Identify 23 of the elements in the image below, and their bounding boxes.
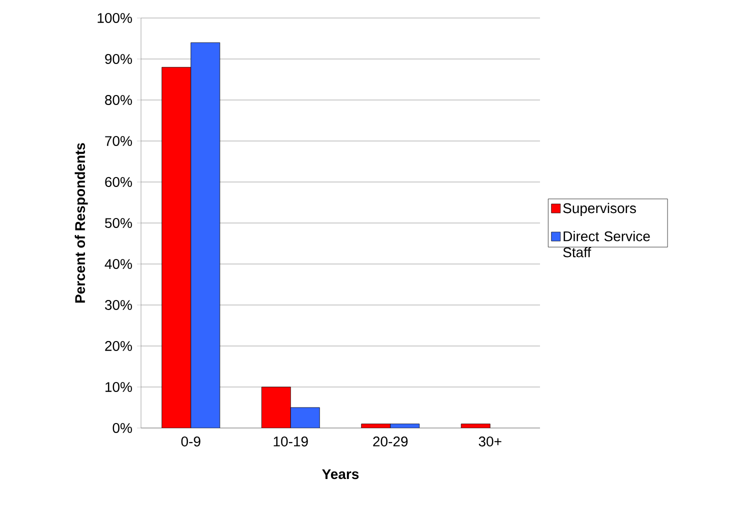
y-tick-label: 100% (98, 13, 132, 23)
bar (261, 386, 291, 428)
y-tick-label: 50% (105, 218, 132, 228)
x-tick-label: 0-9 (181, 436, 200, 446)
x-tick-label: 10-19 (274, 436, 308, 446)
bar (290, 407, 320, 428)
y-tick-label: 80% (105, 95, 132, 105)
legend-label: Supervisors (563, 202, 636, 216)
y-tick-label: 30% (104, 300, 132, 310)
y-tick-label: 40% (104, 259, 132, 269)
y-tick-label: 10% (106, 382, 132, 392)
x-tick-label: 20-29 (373, 436, 408, 446)
y-tick-label: 0% (112, 423, 132, 433)
x-axis-title: Years (322, 469, 359, 480)
legend-label: Direct Service Staff (563, 230, 650, 258)
y-tick-label: 20% (105, 341, 132, 351)
y-axis-title: Percent of Respondents (74, 143, 88, 303)
bar (190, 42, 220, 428)
x-tick-label: 30+ (478, 436, 502, 446)
y-tick-label: 90% (105, 54, 132, 64)
bar (162, 66, 192, 428)
y-tick-label: 70% (105, 136, 132, 146)
y-tick-label: 60% (105, 177, 132, 187)
